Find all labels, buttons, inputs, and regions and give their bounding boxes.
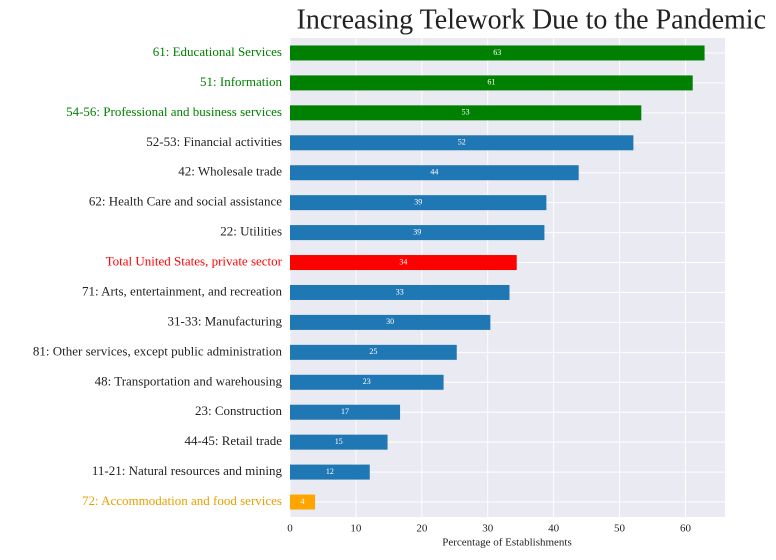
- bar: [290, 494, 316, 510]
- value-label: 25: [369, 347, 377, 356]
- y-tick-label: 72: Accommodation and food services: [82, 493, 282, 508]
- bar: [290, 45, 705, 61]
- value-label: 53: [462, 108, 470, 117]
- y-tick-label: 62: Health Care and social assistance: [89, 194, 282, 209]
- bar: [290, 165, 579, 181]
- y-tick-label: 22: Utilities: [220, 224, 282, 239]
- bar: [290, 225, 545, 241]
- value-label: 4: [301, 497, 305, 506]
- y-tick-label: 71: Arts, entertainment, and recreation: [82, 283, 282, 298]
- y-tick-label: 44-45: Retail trade: [185, 433, 283, 448]
- y-tick-label: 31-33: Manufacturing: [168, 313, 283, 328]
- y-tick-label: 81: Other services, except public admini…: [33, 343, 283, 358]
- value-label: 17: [341, 407, 349, 416]
- chart-title: Increasing Telework Due to the Pandemic: [297, 4, 766, 35]
- bar: [290, 284, 510, 300]
- value-label: 23: [363, 377, 371, 386]
- value-label: 61: [487, 78, 495, 87]
- y-tick-label: Total United States, private sector: [106, 254, 283, 269]
- y-tick-label: 52-53: Financial activities: [146, 134, 282, 149]
- x-tick-label: 10: [350, 523, 362, 535]
- bar: [290, 75, 693, 91]
- value-label: 39: [414, 197, 422, 206]
- bar: [290, 344, 457, 360]
- value-label: 30: [386, 317, 394, 326]
- bar: [290, 434, 388, 450]
- y-tick-label: 51: Information: [200, 74, 282, 89]
- value-label: 44: [430, 168, 438, 177]
- y-tick-label: 54-56: Professional and business service…: [66, 104, 282, 119]
- x-tick-label: 50: [614, 523, 626, 535]
- x-tick-label: 40: [548, 523, 560, 535]
- bar: [290, 374, 444, 390]
- x-tick-label: 60: [680, 523, 692, 535]
- x-tick-label: 20: [416, 523, 428, 535]
- y-tick-label: 42: Wholesale trade: [178, 164, 282, 179]
- bar: [290, 464, 370, 480]
- bar: [290, 255, 517, 271]
- value-label: 52: [458, 138, 466, 147]
- value-label: 12: [326, 467, 334, 476]
- bar: [290, 314, 491, 330]
- value-label: 39: [413, 227, 421, 236]
- y-tick-label: 48: Transportation and warehousing: [95, 373, 283, 388]
- value-label: 63: [493, 48, 501, 57]
- bar: [290, 105, 642, 121]
- value-label: 33: [396, 287, 404, 296]
- y-tick-label: 11-21: Natural resources and mining: [92, 463, 283, 478]
- bar: [290, 135, 634, 151]
- value-label: 15: [335, 437, 343, 446]
- bar: [290, 195, 547, 211]
- bar: [290, 404, 401, 420]
- x-axis-label: Percentage of Establishments: [442, 537, 572, 549]
- y-tick-label: 23: Construction: [195, 403, 283, 418]
- value-label: 34: [399, 257, 407, 266]
- y-tick-label: 61: Educational Services: [153, 44, 282, 59]
- x-tick-label: 0: [287, 523, 293, 535]
- x-tick-label: 30: [482, 523, 494, 535]
